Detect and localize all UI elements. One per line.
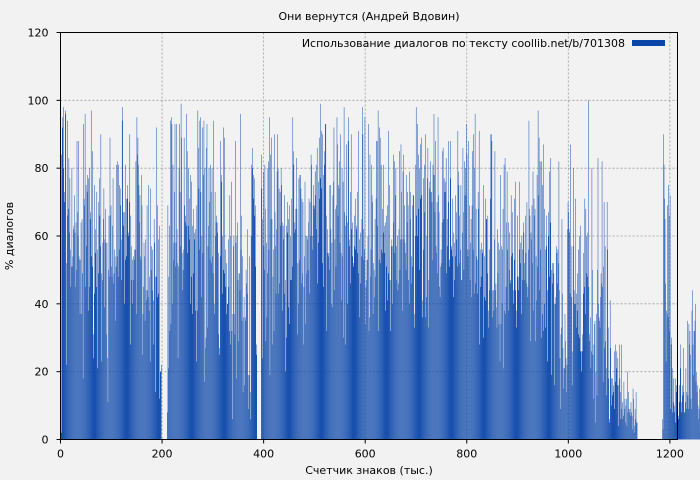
- bar-series: [61, 100, 700, 440]
- y-tick-label: 20: [35, 366, 49, 379]
- legend-swatch: [632, 40, 665, 46]
- y-tick-label: 120: [28, 27, 49, 40]
- y-axis-label: % диалогов: [3, 202, 16, 270]
- x-tick-label: 800: [456, 448, 477, 461]
- chart-title: Они вернутся (Андрей Вдовин): [278, 10, 459, 23]
- x-tick-label: 1000: [554, 448, 582, 461]
- y-tick-label: 60: [35, 230, 49, 243]
- x-tick-label: 0: [57, 448, 64, 461]
- x-tick-label: 600: [355, 448, 376, 461]
- y-tick-label: 100: [28, 94, 49, 107]
- x-tick-label: 400: [253, 448, 274, 461]
- legend-label: Использование диалогов по тексту coollib…: [302, 37, 625, 50]
- axis-ticks: 0 200 400 600 800 1000 1200 0 20 40 60 80 100 120: [28, 27, 684, 461]
- y-tick-label: 80: [35, 162, 49, 175]
- y-tick-label: 0: [42, 434, 49, 447]
- x-tick-label: 1200: [656, 448, 684, 461]
- y-tick-label: 40: [35, 298, 49, 311]
- x-tick-label: 200: [152, 448, 173, 461]
- x-axis-label: Счетчик знаков (тыс.): [305, 464, 433, 477]
- legend: Использование диалогов по тексту coollib…: [302, 37, 665, 50]
